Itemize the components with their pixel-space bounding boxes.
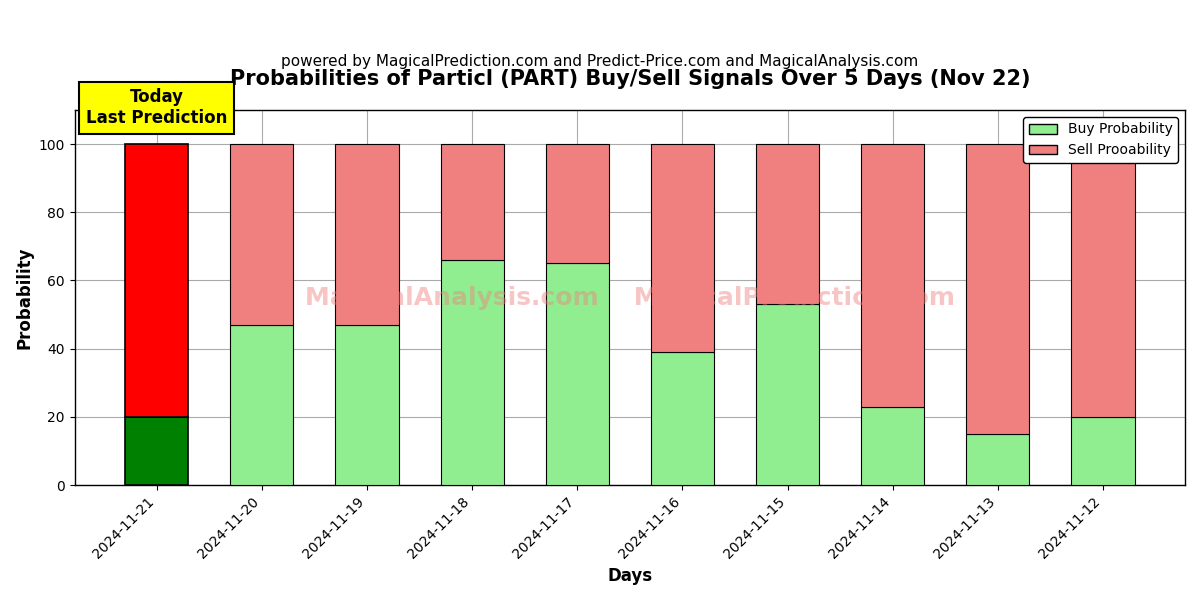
Bar (862, 407, 924, 485)
Bar (546, 263, 608, 485)
Bar (1072, 417, 1134, 485)
Text: MagicalAnalysis.com    MagicalPrediction.com: MagicalAnalysis.com MagicalPrediction.co… (305, 286, 955, 310)
Y-axis label: Probability: Probability (16, 246, 34, 349)
Bar (966, 434, 1030, 485)
Bar (650, 352, 714, 485)
Bar (336, 325, 398, 485)
Bar (440, 260, 504, 485)
Bar (546, 144, 608, 263)
Bar (650, 144, 714, 352)
Text: powered by MagicalPrediction.com and Predict-Price.com and MagicalAnalysis.com: powered by MagicalPrediction.com and Pre… (281, 54, 919, 69)
Legend: Buy Probability, Sell Prooability: Buy Probability, Sell Prooability (1024, 117, 1178, 163)
Bar (756, 144, 820, 304)
Title: Probabilities of Particl (PART) Buy/Sell Signals Over 5 Days (Nov 22): Probabilities of Particl (PART) Buy/Sell… (229, 69, 1030, 89)
Bar (336, 144, 398, 325)
Bar (1072, 144, 1134, 417)
Bar (756, 304, 820, 485)
Bar (230, 325, 293, 485)
Bar (440, 144, 504, 260)
Bar (125, 417, 188, 485)
Bar (862, 144, 924, 407)
Bar (230, 144, 293, 325)
Text: Today
Last Prediction: Today Last Prediction (86, 88, 227, 127)
Bar (966, 144, 1030, 434)
Bar (125, 144, 188, 417)
X-axis label: Days: Days (607, 567, 653, 585)
